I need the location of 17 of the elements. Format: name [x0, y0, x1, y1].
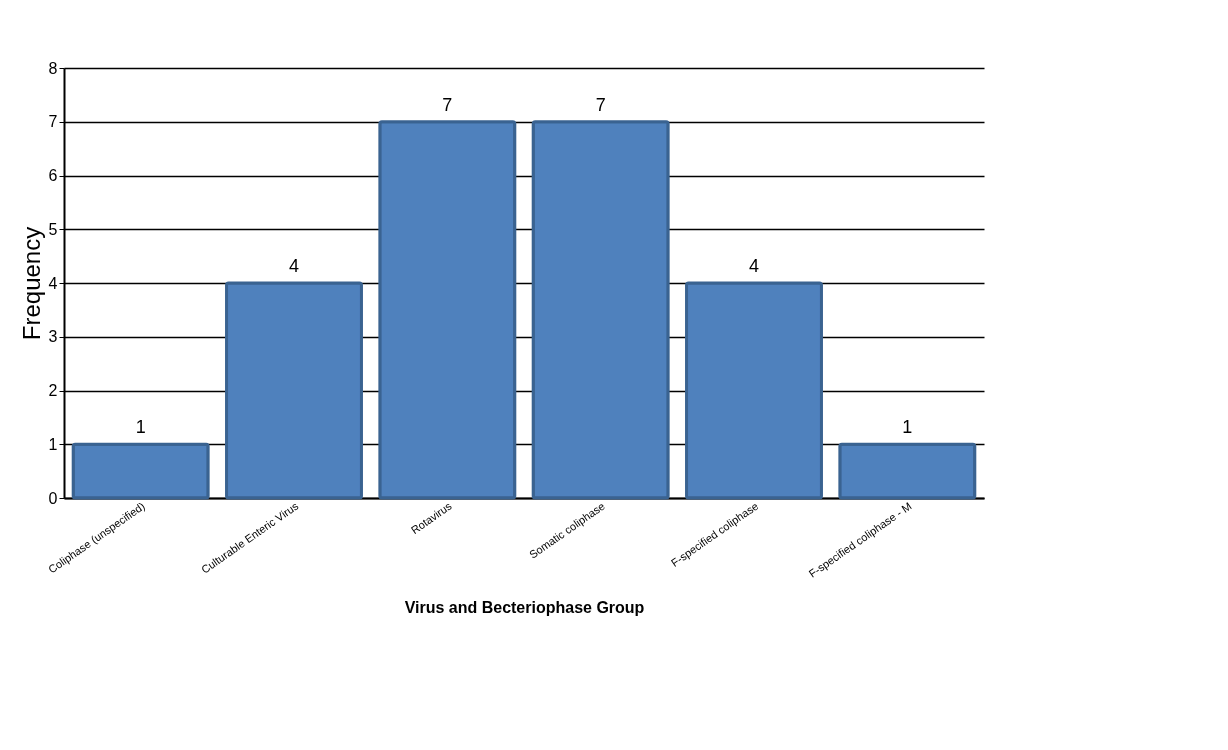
y-tick-label: 5	[48, 220, 58, 238]
y-tick-label: 7	[48, 113, 58, 131]
data-label: 4	[748, 256, 760, 276]
y-tick-label: 8	[48, 59, 58, 77]
y-tick-label: 2	[48, 382, 58, 399]
data-label: 1	[135, 417, 146, 438]
y-tick-label: 6	[48, 167, 58, 184]
data-label: 7	[595, 94, 606, 115]
data-label: 4	[288, 256, 300, 276]
data-label: 7	[442, 94, 453, 115]
y-tick-label: 0	[48, 489, 58, 507]
data-label: 1	[902, 417, 913, 438]
x-axis-title: Virus and Becteriophase Group	[404, 598, 645, 616]
y-axis-title: Frequency	[17, 226, 45, 341]
y-tick-label: 1	[48, 435, 58, 453]
y-tick-label: 3	[48, 328, 58, 346]
y-tick-label: 4	[48, 274, 58, 292]
